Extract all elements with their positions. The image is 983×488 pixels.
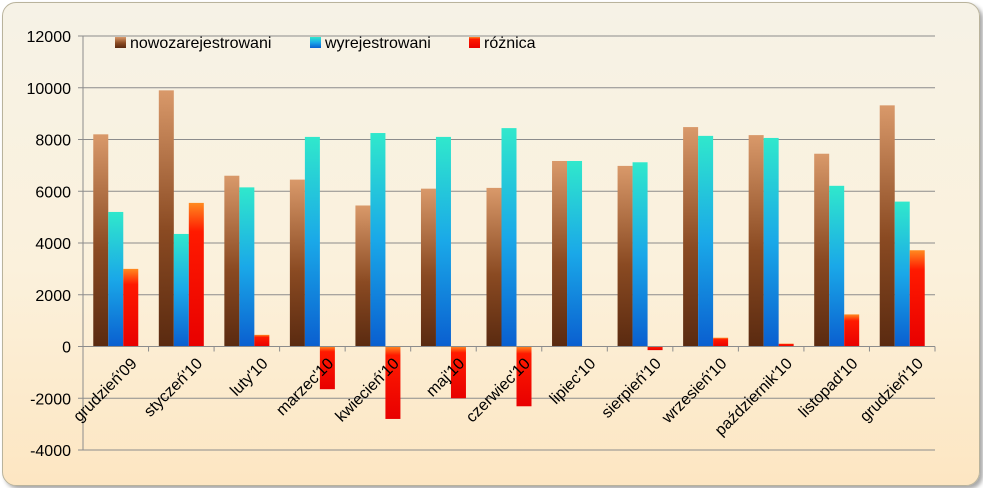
- y-tick-label: -2000: [30, 391, 71, 408]
- bar-roznica: [647, 346, 663, 351]
- x-tick-label: wrzesień'10: [658, 355, 730, 427]
- bar-wyrejestrowani: [567, 160, 583, 347]
- bar-wyrejestrowani: [829, 185, 845, 347]
- bar-nowozarejestrowani: [814, 153, 830, 347]
- bar-nowozarejestrowani: [617, 165, 633, 347]
- bar-wyrejestrowani: [763, 137, 779, 347]
- x-tick-label: listopad'10: [796, 355, 862, 421]
- bar-roznica: [254, 334, 270, 347]
- bar-nowozarejestrowani: [420, 188, 436, 347]
- y-axis: 12000 10000 8000 6000 4000 2000 0 -2000 -4000: [27, 29, 84, 460]
- legend-label: nowozarejestrowani: [130, 35, 271, 52]
- y-tick-label: -4000: [30, 443, 71, 460]
- bar-wyrejestrowani: [370, 133, 386, 347]
- y-tick-label: 2000: [35, 288, 71, 305]
- bar-roznica: [713, 337, 729, 347]
- y-tick-label: 10000: [27, 81, 72, 98]
- bar-roznica: [385, 346, 401, 419]
- bar-wyrejestrowani: [894, 201, 910, 347]
- legend-key-wyrejestrowani: [310, 37, 321, 48]
- bar-wyrejestrowani: [501, 128, 517, 347]
- bar-roznica: [450, 346, 466, 399]
- bar-nowozarejestrowani: [879, 105, 895, 347]
- bar-roznica: [319, 346, 335, 390]
- bar-roznica: [909, 250, 925, 347]
- bar-wyrejestrowani: [173, 233, 189, 347]
- bar-nowozarejestrowani: [355, 205, 371, 347]
- x-tick-label: sierpień'10: [599, 355, 665, 421]
- bar-wyrejestrowani: [435, 136, 451, 347]
- bar-nowozarejestrowani: [93, 134, 109, 347]
- legend-label: różnica: [484, 35, 536, 52]
- bar-nowozarejestrowani: [748, 135, 764, 347]
- bar-roznica: [123, 268, 139, 347]
- legend: nowozarejestrowani wyrejestrowani różnica: [115, 35, 536, 52]
- bar-nowozarejestrowani: [552, 160, 568, 347]
- x-axis: grudzień'09 styczeń'10 luty'10 marzec'10kwi…: [70, 346, 936, 439]
- bar-nowozarejestrowani: [224, 175, 240, 347]
- legend-label: wyrejestrowani: [324, 35, 431, 52]
- bar-nowozarejestrowani: [486, 187, 502, 347]
- y-tick-label: 6000: [35, 184, 71, 201]
- bar-wyrejestrowani: [698, 135, 714, 347]
- bar-series: [93, 90, 925, 419]
- legend-key-nowozarejestrowani: [115, 37, 126, 48]
- bar-chart: 12000 10000 8000 6000 4000 2000 0 -2000 -4000 gr…: [27, 29, 936, 460]
- legend-key-roznica: [469, 37, 480, 48]
- x-tick-label: grudzień'10: [857, 355, 927, 425]
- bar-wyrejestrowani: [304, 136, 320, 347]
- x-tick-label: lipiec'10: [547, 355, 600, 408]
- bar-roznica: [844, 314, 860, 347]
- bar-roznica: [188, 202, 204, 347]
- y-tick-label: 8000: [35, 133, 71, 150]
- bar-nowozarejestrowani: [158, 90, 174, 347]
- y-tick-label: 0: [62, 340, 71, 357]
- bar-nowozarejestrowani: [683, 127, 699, 347]
- x-tick-label: luty'10: [227, 355, 271, 399]
- bar-nowozarejestrowani: [289, 179, 305, 347]
- bar-roznica: [778, 343, 794, 347]
- bar-wyrejestrowani: [632, 162, 648, 347]
- x-tick-label: grudzień'09: [70, 355, 140, 425]
- bar-roznica: [516, 346, 532, 407]
- x-tick-label: styczeń'10: [141, 355, 206, 420]
- y-tick-label: 4000: [35, 236, 71, 253]
- y-tick-label: 12000: [27, 29, 72, 46]
- bar-wyrejestrowani: [239, 187, 255, 347]
- bar-wyrejestrowani: [108, 211, 124, 347]
